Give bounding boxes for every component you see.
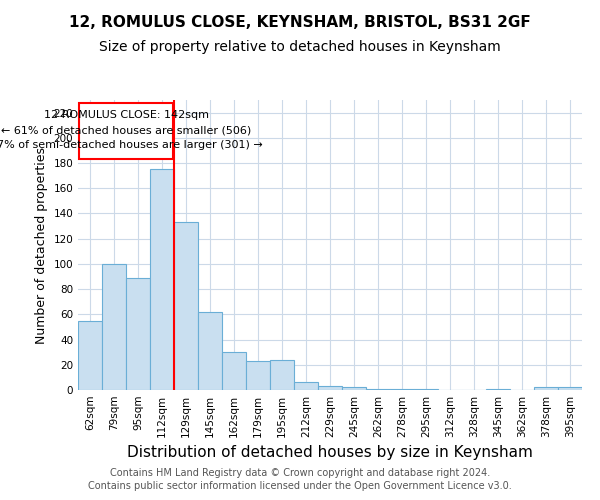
Bar — [222, 352, 246, 390]
Bar — [270, 360, 294, 390]
Bar — [198, 312, 222, 390]
Text: 37% of semi-detached houses are larger (301) →: 37% of semi-detached houses are larger (… — [0, 140, 262, 150]
Bar — [78, 320, 102, 390]
Bar — [486, 388, 510, 390]
Bar — [246, 361, 270, 390]
Bar — [414, 388, 438, 390]
Text: ← 61% of detached houses are smaller (506): ← 61% of detached houses are smaller (50… — [1, 126, 251, 136]
Bar — [558, 388, 582, 390]
Bar — [390, 388, 414, 390]
Bar — [366, 388, 390, 390]
Bar — [342, 388, 366, 390]
Bar — [534, 388, 558, 390]
Text: Contains HM Land Registry data © Crown copyright and database right 2024.: Contains HM Land Registry data © Crown c… — [110, 468, 490, 477]
Bar — [126, 278, 150, 390]
Text: 12, ROMULUS CLOSE, KEYNSHAM, BRISTOL, BS31 2GF: 12, ROMULUS CLOSE, KEYNSHAM, BRISTOL, BS… — [69, 15, 531, 30]
Bar — [294, 382, 318, 390]
Bar — [150, 170, 174, 390]
Bar — [318, 386, 342, 390]
X-axis label: Distribution of detached houses by size in Keynsham: Distribution of detached houses by size … — [127, 446, 533, 460]
Text: 12 ROMULUS CLOSE: 142sqm: 12 ROMULUS CLOSE: 142sqm — [44, 110, 209, 120]
Bar — [79, 102, 173, 160]
Text: Size of property relative to detached houses in Keynsham: Size of property relative to detached ho… — [99, 40, 501, 54]
Bar — [174, 222, 198, 390]
Bar — [102, 264, 126, 390]
Y-axis label: Number of detached properties: Number of detached properties — [35, 146, 48, 344]
Text: Contains public sector information licensed under the Open Government Licence v3: Contains public sector information licen… — [88, 481, 512, 491]
